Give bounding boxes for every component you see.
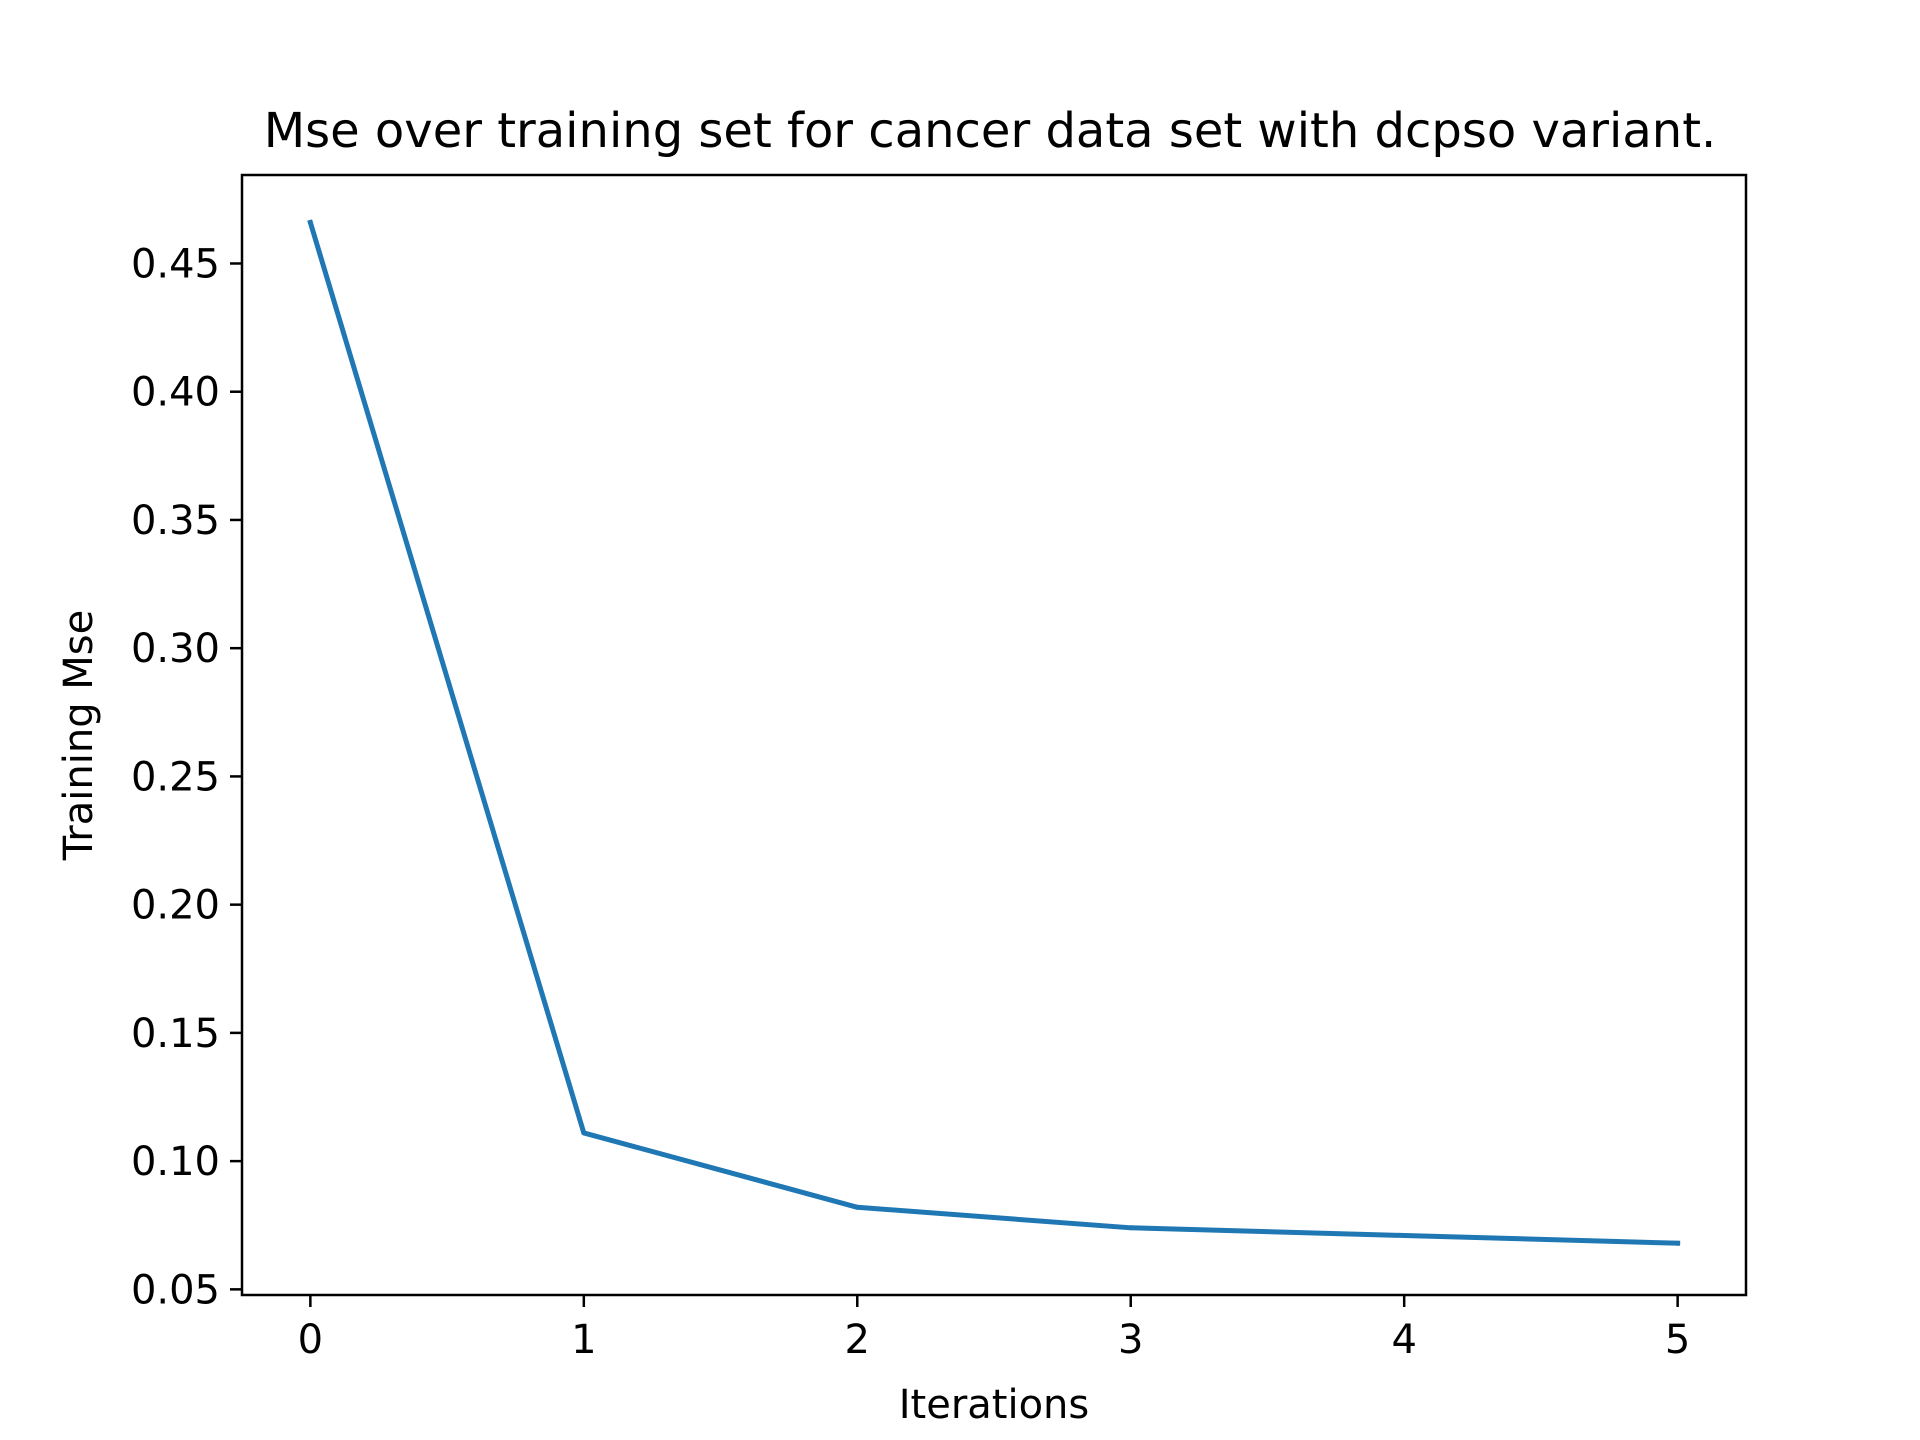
series-point bbox=[854, 1204, 860, 1210]
series-point bbox=[1128, 1225, 1134, 1231]
series-point bbox=[307, 219, 313, 225]
y-axis: 0.05 0.10 0.15 0.20 0.25 0.30 0.35 0.40 0.45 bbox=[131, 241, 242, 1313]
series-layer bbox=[307, 219, 1681, 1246]
x-tick-label: 1 bbox=[571, 1317, 596, 1363]
x-tick-label: 3 bbox=[1118, 1317, 1143, 1363]
x-axis: 0 1 2 3 4 5 bbox=[298, 1295, 1690, 1363]
plot-frame bbox=[240, 173, 1748, 1297]
y-axis-label: Training Mse bbox=[56, 610, 102, 862]
series-point bbox=[1675, 1240, 1681, 1246]
y-tick-label: 0.35 bbox=[131, 498, 220, 544]
y-tick-label: 0.15 bbox=[131, 1011, 220, 1057]
y-tick-label: 0.30 bbox=[131, 626, 220, 672]
y-tick-label: 0.40 bbox=[131, 370, 220, 416]
x-tick-label: 0 bbox=[298, 1317, 323, 1363]
y-tick-label: 0.45 bbox=[131, 241, 220, 287]
y-tick-label: 0.10 bbox=[131, 1139, 220, 1185]
x-axis-label: Iterations bbox=[899, 1382, 1090, 1428]
y-tick-label: 0.05 bbox=[131, 1267, 220, 1313]
x-tick-label: 2 bbox=[845, 1317, 870, 1363]
x-tick-label: 5 bbox=[1665, 1317, 1690, 1363]
series-line bbox=[307, 219, 1681, 1246]
series-point bbox=[1401, 1232, 1407, 1238]
y-tick-label: 0.20 bbox=[131, 883, 220, 929]
series-point bbox=[581, 1130, 587, 1136]
y-tick-label: 0.25 bbox=[131, 754, 220, 800]
chart-title: Mse over training set for cancer data se… bbox=[264, 103, 1717, 159]
x-tick-label: 4 bbox=[1391, 1317, 1416, 1363]
